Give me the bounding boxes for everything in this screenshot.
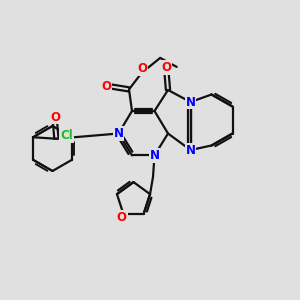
Text: Cl: Cl (60, 129, 73, 142)
Text: N: N (185, 95, 196, 109)
Text: N: N (185, 143, 196, 157)
Text: O: O (50, 111, 60, 124)
Text: O: O (117, 211, 127, 224)
Text: O: O (101, 80, 111, 93)
Text: N: N (149, 149, 160, 162)
Text: O: O (161, 61, 172, 74)
Text: O: O (137, 62, 147, 75)
Text: N: N (113, 127, 124, 140)
